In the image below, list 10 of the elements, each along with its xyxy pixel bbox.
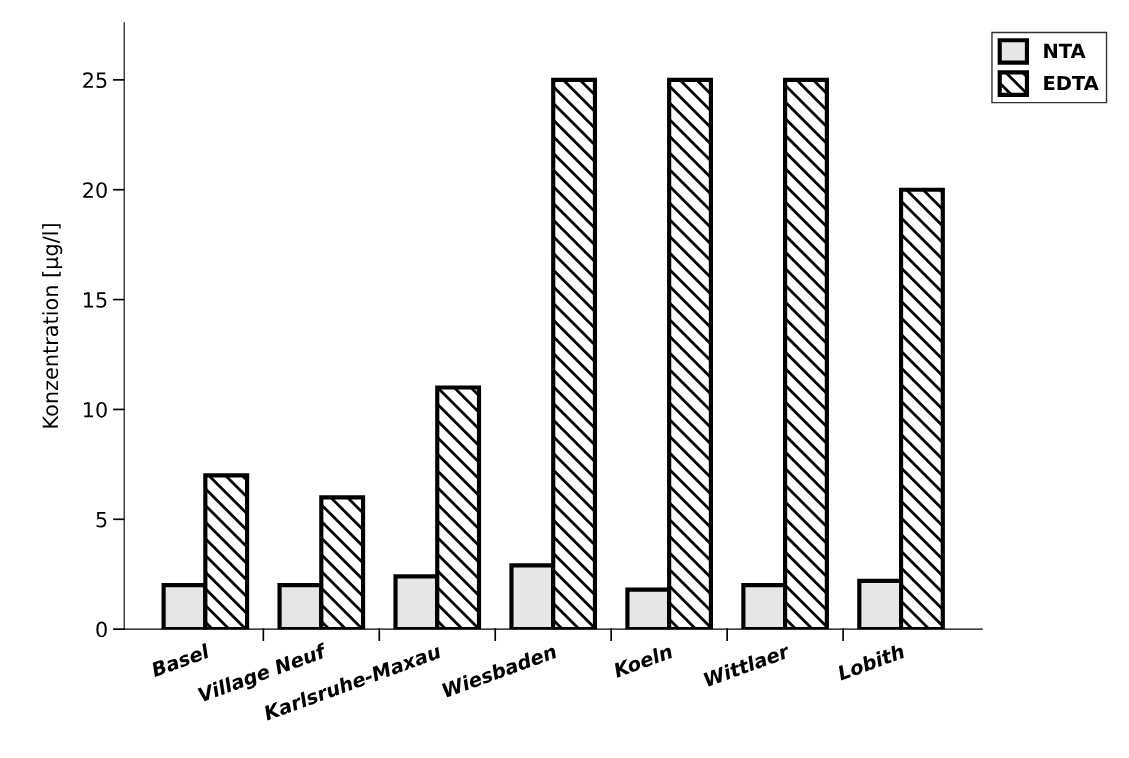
x-tick-label: Koeln	[612, 643, 674, 678]
legend-label: NTA	[1044, 43, 1086, 58]
y-axis-title: Konzentration [µg/l]	[42, 224, 63, 428]
y-tick-label: 15	[84, 292, 107, 308]
y-tick-label: 5	[96, 512, 107, 528]
y-tick-label: 25	[83, 72, 107, 89]
y-tick-label: 0	[96, 621, 107, 638]
y-tick-label: 10	[84, 401, 107, 418]
legend-label: EDTA	[1044, 75, 1099, 91]
y-tick-label: 20	[83, 182, 107, 198]
